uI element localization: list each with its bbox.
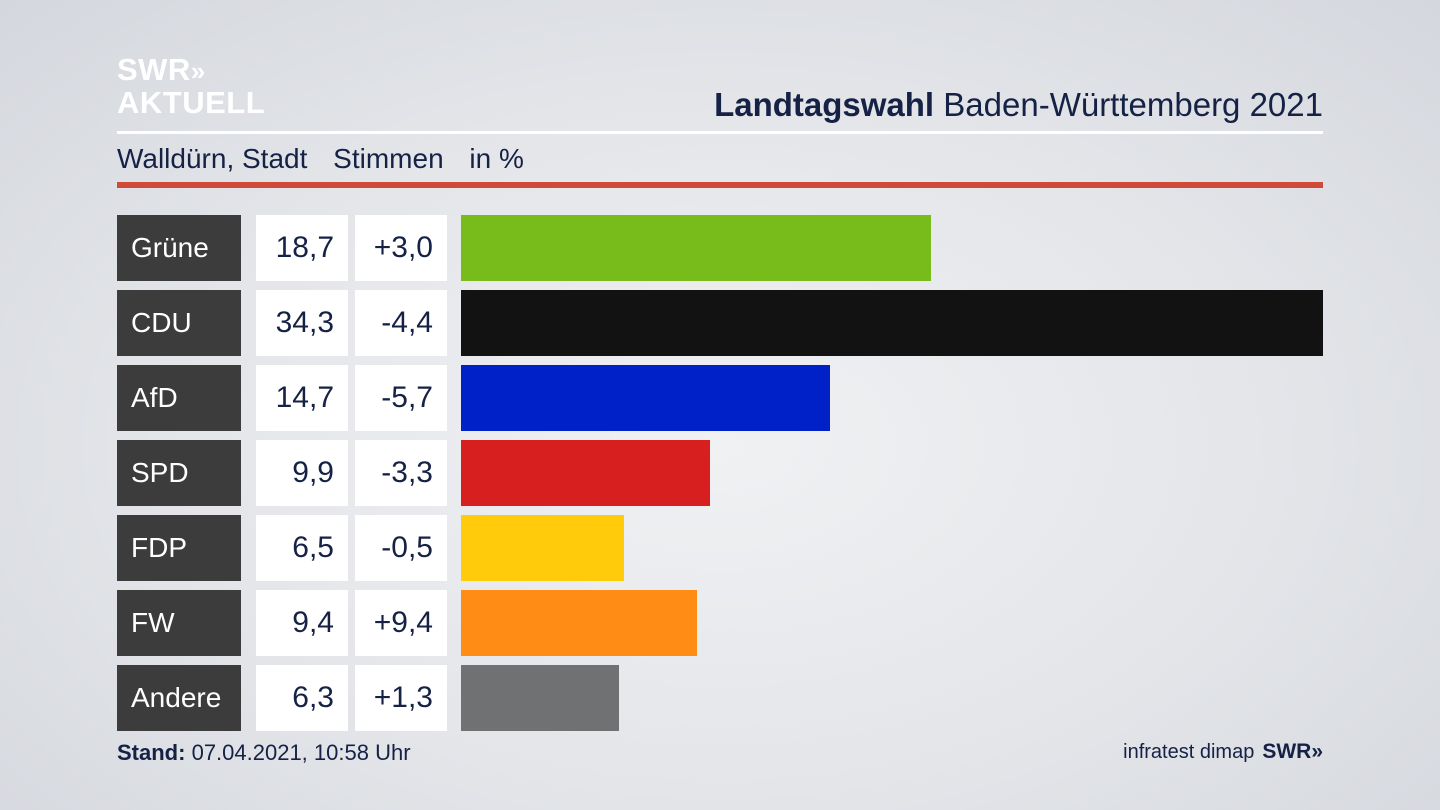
- party-label: SPD: [117, 440, 241, 506]
- source-swr-logo: SWR»: [1262, 740, 1323, 763]
- timestamp-label: Stand:: [117, 740, 186, 765]
- bar: [461, 290, 1323, 356]
- vote-share-value: 34,3: [256, 290, 348, 356]
- vote-share-value: 6,3: [256, 665, 348, 731]
- source-credit: infratest dimap SWR»: [1123, 740, 1323, 764]
- bar: [461, 215, 931, 281]
- party-label: AfD: [117, 365, 241, 431]
- party-label: FW: [117, 590, 241, 656]
- source-swr-text: SWR: [1262, 740, 1312, 763]
- chart-title-rest: Baden-Württemberg 2021: [943, 86, 1323, 123]
- bar: [461, 590, 697, 656]
- change-value: +1,3: [355, 665, 447, 731]
- change-value: +3,0: [355, 215, 447, 281]
- bar-row: SPD 9,9 -3,3: [117, 440, 1323, 506]
- timestamp: Stand: 07.04.2021, 10:58 Uhr: [117, 740, 411, 766]
- bar: [461, 440, 710, 506]
- logo-arrows-icon: »: [190, 56, 206, 86]
- party-label: CDU: [117, 290, 241, 356]
- bar-row: FDP 6,5 -0,5: [117, 515, 1323, 581]
- title-divider: [117, 131, 1323, 134]
- logo-swr-text: SWR: [117, 52, 191, 87]
- subtitle-place: Walldürn, Stadt: [117, 143, 308, 174]
- source-arrows-icon: »: [1311, 740, 1323, 763]
- subtitle-measure: Stimmen: [333, 143, 444, 174]
- bar-row: CDU 34,3 -4,4: [117, 290, 1323, 356]
- subtitle-unit: in %: [469, 143, 524, 174]
- chart-title-bold: Landtagswahl: [714, 86, 935, 123]
- logo-aktuell-text: AKTUELL: [117, 85, 266, 120]
- party-label: Andere: [117, 665, 241, 731]
- party-label: Grüne: [117, 215, 241, 281]
- party-label: FDP: [117, 515, 241, 581]
- accent-divider: [117, 182, 1323, 188]
- bar-row: AfD 14,7 -5,7: [117, 365, 1323, 431]
- bar-row: Grüne 18,7 +3,0: [117, 215, 1323, 281]
- vote-share-value: 9,9: [256, 440, 348, 506]
- chart-subtitle: Walldürn, Stadt Stimmen in %: [117, 143, 542, 175]
- change-value: +9,4: [355, 590, 447, 656]
- bar: [461, 515, 624, 581]
- change-value: -3,3: [355, 440, 447, 506]
- change-value: -0,5: [355, 515, 447, 581]
- chart-title: Landtagswahl Baden-Württemberg 2021: [714, 86, 1323, 124]
- timestamp-value: 07.04.2021, 10:58 Uhr: [191, 740, 411, 765]
- bar: [461, 665, 619, 731]
- swr-aktuell-logo: SWR» AKTUELL: [117, 54, 265, 119]
- vote-share-value: 6,5: [256, 515, 348, 581]
- vote-share-value: 9,4: [256, 590, 348, 656]
- bar-row: FW 9,4 +9,4: [117, 590, 1323, 656]
- bar-row: Andere 6,3 +1,3: [117, 665, 1323, 731]
- vote-share-value: 14,7: [256, 365, 348, 431]
- change-value: -5,7: [355, 365, 447, 431]
- change-value: -4,4: [355, 290, 447, 356]
- bar: [461, 365, 830, 431]
- source-name: infratest dimap: [1123, 741, 1255, 763]
- vote-share-value: 18,7: [256, 215, 348, 281]
